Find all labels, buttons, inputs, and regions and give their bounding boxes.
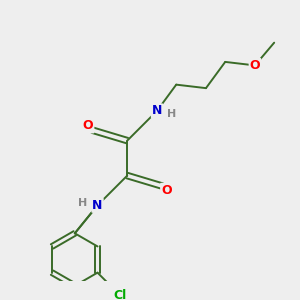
Text: O: O (83, 119, 93, 132)
Text: O: O (161, 184, 172, 197)
Text: H: H (167, 109, 176, 119)
Text: H: H (78, 197, 88, 208)
Text: N: N (92, 199, 103, 212)
Text: O: O (250, 59, 260, 72)
Text: N: N (152, 104, 162, 117)
Text: Cl: Cl (114, 289, 127, 300)
